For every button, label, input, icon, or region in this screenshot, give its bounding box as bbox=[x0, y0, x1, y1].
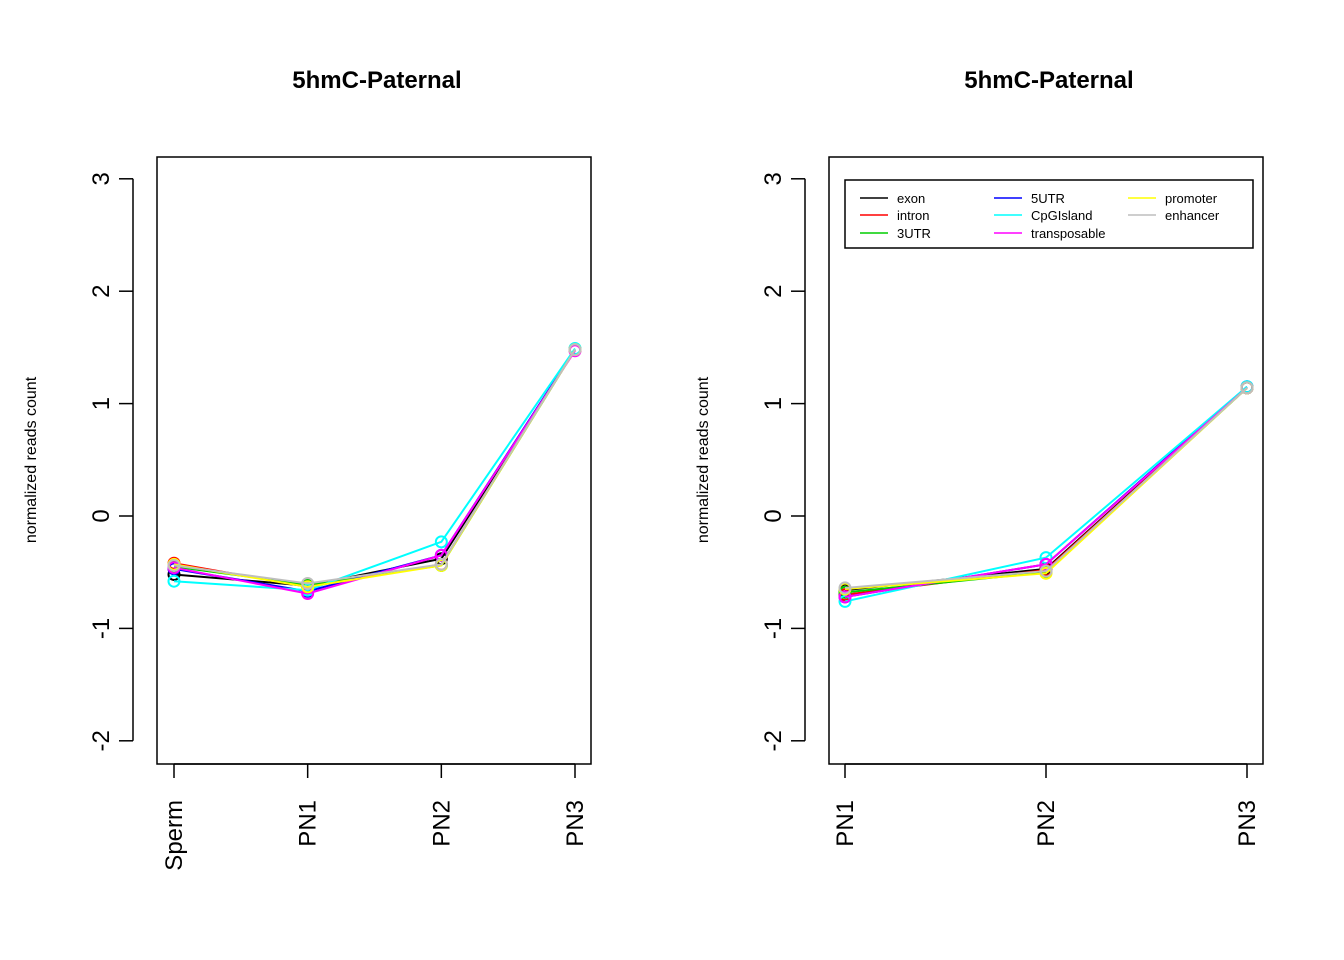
series-intron bbox=[167, 343, 582, 594]
series-line bbox=[173, 349, 576, 587]
y-tick-label: 3 bbox=[760, 172, 787, 185]
series-line bbox=[844, 387, 1248, 594]
data-point bbox=[568, 343, 582, 357]
x-tick-label: PN3 bbox=[1234, 800, 1261, 847]
legend-label: CpGIsland bbox=[1031, 208, 1092, 223]
series-line bbox=[844, 387, 1248, 592]
legend-item-enhancer: enhancer bbox=[1128, 208, 1220, 223]
data-point bbox=[838, 581, 852, 595]
y-axis-label: normalized reads count bbox=[695, 376, 712, 543]
data-point bbox=[434, 535, 448, 549]
legend-label: enhancer bbox=[1165, 208, 1220, 223]
data-point bbox=[1039, 564, 1053, 578]
series-exon bbox=[167, 343, 582, 593]
series-promoter bbox=[167, 343, 582, 594]
series-line bbox=[173, 349, 576, 585]
chart-title: 5hmC-Paternal bbox=[292, 67, 461, 94]
series-enhancer bbox=[167, 343, 582, 590]
series-line bbox=[173, 349, 576, 586]
y-tick-label: 2 bbox=[760, 285, 787, 298]
legend-item-exon: exon bbox=[860, 191, 925, 206]
series-line bbox=[173, 347, 576, 592]
series-line bbox=[844, 387, 1248, 598]
data-point bbox=[301, 576, 315, 590]
y-axis-label: normalized reads count bbox=[23, 376, 40, 543]
y-tick-label: 0 bbox=[88, 509, 115, 522]
legend-item-intron: intron bbox=[860, 208, 930, 223]
data-point bbox=[1240, 381, 1254, 395]
series-enhancer bbox=[838, 381, 1254, 595]
series-line bbox=[173, 350, 576, 595]
legend-label: intron bbox=[897, 208, 930, 223]
plot-frame bbox=[156, 156, 592, 765]
legend-label: 5UTR bbox=[1031, 191, 1065, 206]
legend-label: transposable bbox=[1031, 226, 1105, 241]
series-transposable bbox=[838, 381, 1254, 604]
series-transposable bbox=[167, 344, 582, 601]
legend-item-5UTR: 5UTR bbox=[994, 191, 1065, 206]
legend-item-transposable: transposable bbox=[994, 226, 1105, 241]
x-tick-label: PN1 bbox=[832, 800, 859, 847]
series-line bbox=[173, 349, 576, 593]
x-tick-label: Sperm bbox=[161, 800, 188, 871]
series-line bbox=[173, 349, 576, 588]
data-point bbox=[434, 557, 448, 571]
y-tick-label: 3 bbox=[88, 172, 115, 185]
legend-item-promoter: promoter bbox=[1128, 191, 1218, 206]
series-3UTR bbox=[167, 343, 582, 592]
legend-item-CpGIsland: CpGIsland bbox=[994, 208, 1092, 223]
series-line bbox=[173, 349, 576, 588]
chart-panel-2: 5hmC-Paternal normalized reads count -2 -1 0… bbox=[695, 67, 1264, 847]
series-5UTR bbox=[167, 343, 582, 598]
y-tick-label: -1 bbox=[760, 618, 787, 639]
legend-label: promoter bbox=[1165, 191, 1218, 206]
x-tick-label: PN3 bbox=[562, 800, 589, 847]
legend-label: exon bbox=[897, 191, 925, 206]
y-tick-label: 2 bbox=[88, 285, 115, 298]
data-point bbox=[167, 558, 181, 572]
chart-panel-1: 5hmC-Paternal normalized reads count -2 -1 0… bbox=[23, 67, 592, 871]
y-tick-label: -1 bbox=[88, 618, 115, 639]
x-tick-label: PN2 bbox=[428, 800, 455, 847]
legend-label: 3UTR bbox=[897, 226, 931, 241]
y-tick-label: -2 bbox=[760, 730, 787, 751]
y-tick-label: 1 bbox=[760, 397, 787, 410]
legend: exon intron 3UTR 5UTR CpGIsland transposable p… bbox=[844, 179, 1254, 249]
y-tick-label: -2 bbox=[88, 730, 115, 751]
legend-box bbox=[844, 179, 1254, 249]
x-tick-label: PN2 bbox=[1033, 800, 1060, 847]
series-line bbox=[844, 387, 1248, 589]
y-tick-label: 0 bbox=[760, 509, 787, 522]
y-tick-label: 1 bbox=[88, 397, 115, 410]
series-CpGIsland bbox=[167, 342, 582, 597]
x-tick-label: PN1 bbox=[295, 800, 322, 847]
data-point bbox=[838, 590, 852, 604]
chart-title: 5hmC-Paternal bbox=[964, 67, 1133, 94]
data-point bbox=[167, 574, 181, 588]
legend-item-3UTR: 3UTR bbox=[860, 226, 931, 241]
